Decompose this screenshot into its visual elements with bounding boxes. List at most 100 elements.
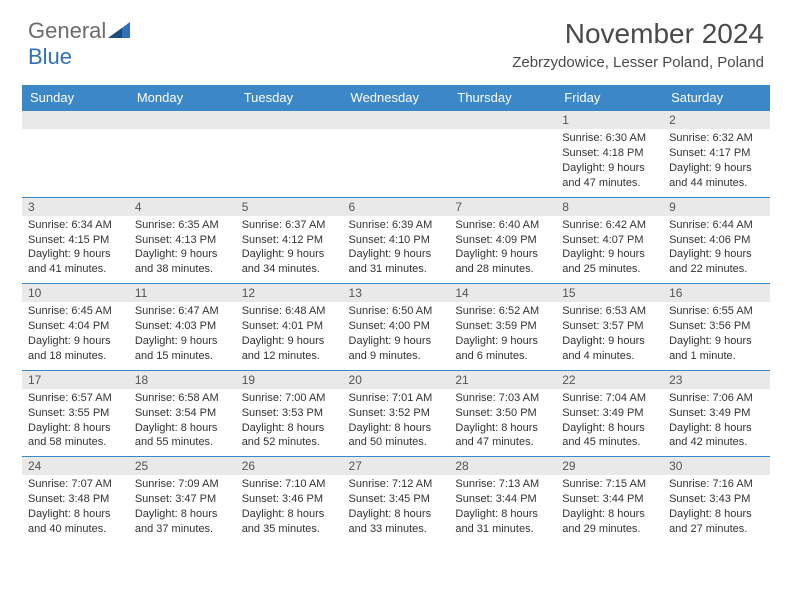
- day-number: 27: [343, 457, 450, 475]
- day-info: Sunrise: 7:13 AMSunset: 3:44 PMDaylight:…: [453, 477, 552, 536]
- calendar-cell: 13Sunrise: 6:50 AMSunset: 4:00 PMDayligh…: [343, 284, 450, 371]
- sunrise-label: Sunrise: 6:40 AM: [455, 218, 550, 233]
- day-number: 20: [343, 371, 450, 389]
- day-number: 3: [22, 198, 129, 216]
- daylight-label: Daylight: 8 hours: [28, 507, 123, 522]
- calendar-cell: 15Sunrise: 6:53 AMSunset: 3:57 PMDayligh…: [556, 284, 663, 371]
- calendar-cell: 27 Sunrise: 7:12 AMSunset: 3:45 PMDayligh…: [343, 457, 450, 543]
- daylight-label-2: and 25 minutes.: [562, 262, 657, 277]
- calendar-cell: 1Sunrise: 6:30 AMSunset: 4:18 PMDaylight…: [556, 111, 663, 198]
- day-info: Sunrise: 7:15 AMSunset: 3:44 PMDaylight:…: [560, 477, 659, 536]
- calendar-cell: 18 Sunrise: 6:58 AMSunset: 3:54 PMDayligh…: [129, 370, 236, 457]
- sunset-label: Sunset: 3:44 PM: [455, 492, 550, 507]
- daylight-label-2: and 4 minutes.: [562, 349, 657, 364]
- daylight-label: Daylight: 9 hours: [28, 334, 123, 349]
- daylight-label-2: and 50 minutes.: [349, 435, 444, 450]
- day-number-empty: [343, 111, 450, 129]
- daylight-label: Daylight: 9 hours: [349, 247, 444, 262]
- sunset-label: Sunset: 4:09 PM: [455, 233, 550, 248]
- daylight-label: Daylight: 9 hours: [669, 161, 764, 176]
- daylight-label-2: and 6 minutes.: [455, 349, 550, 364]
- calendar-cell: 24Sunrise: 7:07 AMSunset: 3:48 PMDayligh…: [22, 457, 129, 543]
- sunset-label: Sunset: 4:06 PM: [669, 233, 764, 248]
- sunset-label: Sunset: 3:43 PM: [669, 492, 764, 507]
- calendar-cell: 7Sunrise: 6:40 AMSunset: 4:09 PMDaylight…: [449, 197, 556, 284]
- day-info: Sunrise: 6:35 AMSunset: 4:13 PMDaylight:…: [133, 218, 232, 277]
- day-number-empty: [449, 111, 556, 129]
- day-info: Sunrise: 6:52 AMSunset: 3:59 PMDaylight:…: [453, 304, 552, 363]
- sunrise-label: Sunrise: 7:04 AM: [562, 391, 657, 406]
- sunrise-label: Sunrise: 7:03 AM: [455, 391, 550, 406]
- sunrise-label: Sunrise: 6:47 AM: [135, 304, 230, 319]
- day-number: 30: [663, 457, 770, 475]
- daylight-label: Daylight: 8 hours: [135, 421, 230, 436]
- day-number: 4: [129, 198, 236, 216]
- day-number: 10: [22, 284, 129, 302]
- daylight-label-2: and 45 minutes.: [562, 435, 657, 450]
- sunrise-label: Sunrise: 7:12 AM: [349, 477, 444, 492]
- day-number: 17: [22, 371, 129, 389]
- brand-part2: Blue: [28, 44, 72, 70]
- daylight-label: Daylight: 8 hours: [135, 507, 230, 522]
- sunset-label: Sunset: 3:50 PM: [455, 406, 550, 421]
- sunset-label: Sunset: 4:17 PM: [669, 146, 764, 161]
- weekday-header: Wednesday: [343, 85, 450, 111]
- sunset-label: Sunset: 3:48 PM: [28, 492, 123, 507]
- sunset-label: Sunset: 4:13 PM: [135, 233, 230, 248]
- sunrise-label: Sunrise: 6:58 AM: [135, 391, 230, 406]
- daylight-label: Daylight: 8 hours: [455, 507, 550, 522]
- day-info: Sunrise: 6:47 AMSunset: 4:03 PMDaylight:…: [133, 304, 232, 363]
- daylight-label-2: and 12 minutes.: [242, 349, 337, 364]
- daylight-label-2: and 31 minutes.: [455, 522, 550, 537]
- calendar-cell: 14Sunrise: 6:52 AMSunset: 3:59 PMDayligh…: [449, 284, 556, 371]
- sunset-label: Sunset: 3:49 PM: [669, 406, 764, 421]
- day-info: Sunrise: 6:57 AMSunset: 3:55 PMDaylight:…: [26, 391, 125, 450]
- sunrise-label: Sunrise: 6:45 AM: [28, 304, 123, 319]
- day-info: Sunrise: 6:45 AMSunset: 4:04 PMDaylight:…: [26, 304, 125, 363]
- sunset-label: Sunset: 3:44 PM: [562, 492, 657, 507]
- daylight-label: Daylight: 8 hours: [242, 507, 337, 522]
- daylight-label: Daylight: 9 hours: [135, 334, 230, 349]
- day-info: Sunrise: 7:12 AMSunset: 3:45 PMDaylight:…: [347, 477, 446, 536]
- sunset-label: Sunset: 3:47 PM: [135, 492, 230, 507]
- day-info: Sunrise: 7:16 AMSunset: 3:43 PMDaylight:…: [667, 477, 766, 536]
- daylight-label: Daylight: 8 hours: [349, 507, 444, 522]
- daylight-label: Daylight: 8 hours: [242, 421, 337, 436]
- calendar-cell: 6Sunrise: 6:39 AMSunset: 4:10 PMDaylight…: [343, 197, 450, 284]
- calendar-header-row: SundayMondayTuesdayWednesdayThursdayFrid…: [22, 85, 770, 111]
- daylight-label-2: and 18 minutes.: [28, 349, 123, 364]
- weekday-header: Thursday: [449, 85, 556, 111]
- daylight-label-2: and 1 minute.: [669, 349, 764, 364]
- day-number: 16: [663, 284, 770, 302]
- sunrise-label: Sunrise: 6:48 AM: [242, 304, 337, 319]
- day-number: 6: [343, 198, 450, 216]
- page-header: General November 2024 Zebrzydowice, Less…: [0, 0, 792, 75]
- day-number: 23: [663, 371, 770, 389]
- daylight-label-2: and 55 minutes.: [135, 435, 230, 450]
- calendar-cell: 10 Sunrise: 6:45 AMSunset: 4:04 PMDayligh…: [22, 284, 129, 371]
- calendar-cell: 2Sunrise: 6:32 AMSunset: 4:17 PMDaylight…: [663, 111, 770, 198]
- weekday-header: Sunday: [22, 85, 129, 111]
- calendar-cell: 28Sunrise: 7:13 AMSunset: 3:44 PMDayligh…: [449, 457, 556, 543]
- daylight-label-2: and 34 minutes.: [242, 262, 337, 277]
- calendar-week-row: 10 Sunrise: 6:45 AMSunset: 4:04 PMDayligh…: [22, 284, 770, 371]
- calendar-cell: 30 Sunrise: 7:16 AMSunset: 3:43 PMDayligh…: [663, 457, 770, 543]
- day-number: 22: [556, 371, 663, 389]
- day-info: Sunrise: 6:42 AMSunset: 4:07 PMDaylight:…: [560, 218, 659, 277]
- brand-part1: General: [28, 18, 106, 44]
- day-number: 26: [236, 457, 343, 475]
- calendar-cell: [236, 111, 343, 198]
- sunrise-label: Sunrise: 7:00 AM: [242, 391, 337, 406]
- daylight-label: Daylight: 8 hours: [562, 421, 657, 436]
- daylight-label: Daylight: 8 hours: [669, 421, 764, 436]
- weekday-header: Saturday: [663, 85, 770, 111]
- weekday-header: Friday: [556, 85, 663, 111]
- day-number: 19: [236, 371, 343, 389]
- daylight-label: Daylight: 8 hours: [562, 507, 657, 522]
- day-info: Sunrise: 7:03 AMSunset: 3:50 PMDaylight:…: [453, 391, 552, 450]
- calendar-cell: 20Sunrise: 7:01 AMSunset: 3:52 PMDayligh…: [343, 370, 450, 457]
- day-number: 1: [556, 111, 663, 129]
- sunrise-label: Sunrise: 6:34 AM: [28, 218, 123, 233]
- day-number: 18: [129, 371, 236, 389]
- day-info: Sunrise: 6:58 AMSunset: 3:54 PMDaylight:…: [133, 391, 232, 450]
